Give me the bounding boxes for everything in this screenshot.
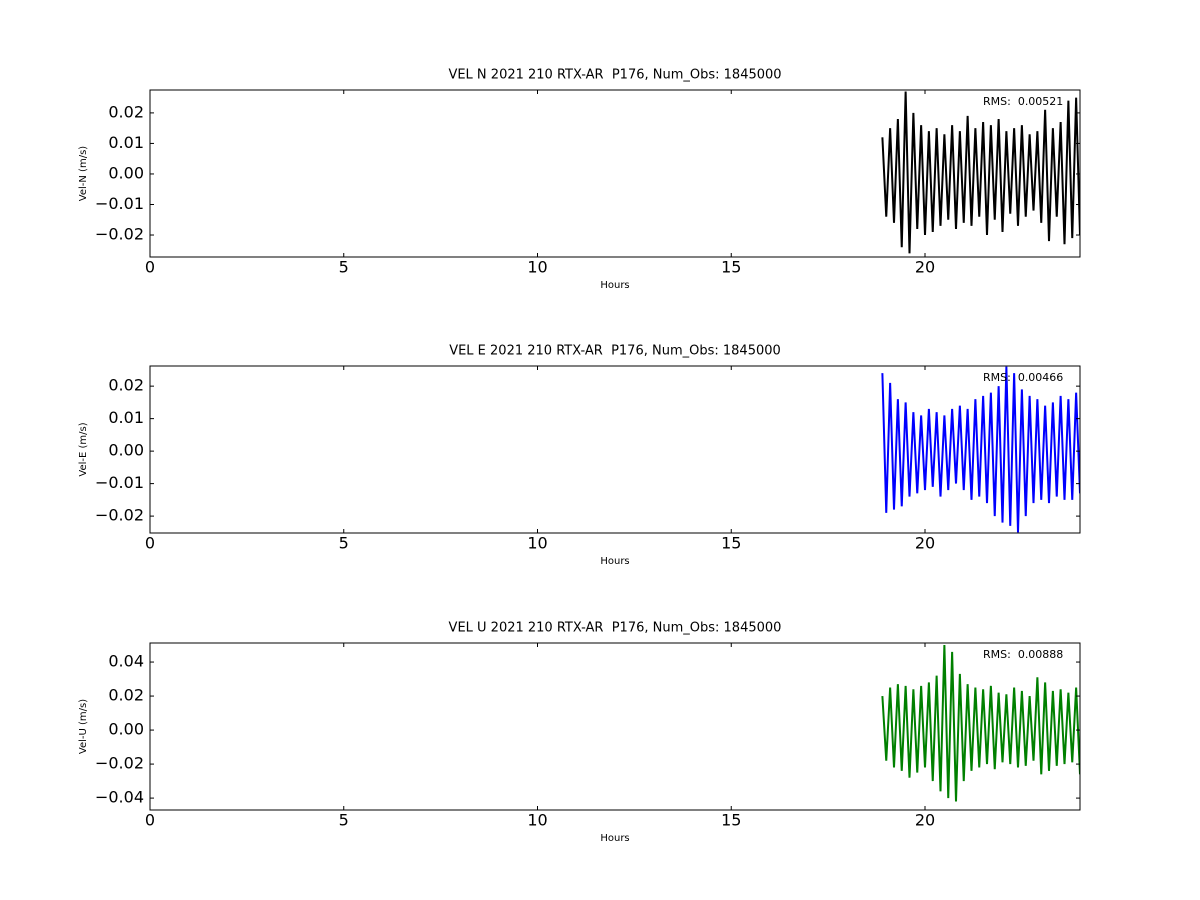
- x-tick-label: 10: [527, 258, 547, 277]
- y-tick-label: 0.01: [108, 408, 144, 427]
- x-tick-label: 0: [145, 811, 155, 830]
- subplot-title: VEL N 2021 210 RTX-AR P176, Num_Obs: 184…: [448, 68, 781, 83]
- x-tick-label: 15: [721, 534, 741, 553]
- subplot-title: VEL E 2021 210 RTX-AR P176, Num_Obs: 184…: [449, 344, 781, 359]
- x-tick-label: 20: [915, 811, 935, 830]
- y-tick-label: 0.01: [108, 133, 144, 152]
- y-tick-label: −0.02: [95, 225, 144, 244]
- x-tick-label: 10: [527, 811, 547, 830]
- y-tick-label: 0.04: [108, 652, 144, 671]
- y-tick-label: 0.02: [108, 376, 144, 395]
- x-tick-label: 20: [915, 534, 935, 553]
- subplot: 0 5 10 15 20 −0.02 −0.01 0.00 0.01 0.02 VEL E 2021…: [78, 344, 1081, 567]
- x-tick-label: 20: [915, 258, 935, 277]
- x-axis-label: Hours: [600, 833, 629, 844]
- y-tick-label: −0.02: [95, 506, 144, 525]
- x-tick-label: 5: [339, 811, 349, 830]
- axes-frame: [149, 89, 1081, 258]
- y-tick-label: −0.01: [95, 473, 144, 492]
- y-axis-label: Vel-E (m/s): [78, 422, 89, 476]
- x-axis-label: Hours: [600, 280, 629, 291]
- data-line: [881, 91, 1080, 254]
- x-tick-label: 5: [339, 534, 349, 553]
- y-axis-label: Vel-N (m/s): [78, 146, 89, 201]
- x-tick-label: 0: [145, 534, 155, 553]
- x-axis-label: Hours: [600, 556, 629, 567]
- y-tick-label: 0.00: [108, 163, 144, 182]
- data-line: [881, 645, 1080, 802]
- y-axis-label: Vel-U (m/s): [78, 699, 89, 754]
- x-tick-label: 15: [721, 811, 741, 830]
- y-tick-label: −0.01: [95, 194, 144, 213]
- subplot-title: VEL U 2021 210 RTX-AR P176, Num_Obs: 184…: [449, 621, 782, 636]
- rms-annotation: RMS: 0.00888: [983, 648, 1063, 661]
- axes-frame: [149, 365, 1081, 534]
- y-tick-label: −0.02: [95, 754, 144, 773]
- rms-annotation: RMS: 0.00521: [983, 95, 1063, 108]
- y-tick-label: −0.04: [95, 788, 144, 807]
- data-line: [881, 366, 1080, 533]
- axes-frame: [149, 642, 1081, 811]
- y-tick-label: 0.02: [108, 102, 144, 121]
- x-tick-label: 0: [145, 258, 155, 277]
- y-tick-label: 0.00: [108, 441, 144, 460]
- subplot: 0 5 10 15 20 −0.04 −0.02 0.00 0.02 0.04 VEL U 2021…: [78, 621, 1081, 844]
- y-tick-label: 0.02: [108, 686, 144, 705]
- x-tick-label: 5: [339, 258, 349, 277]
- x-tick-label: 15: [721, 258, 741, 277]
- subplot: 0 5 10 15 20 −0.02 −0.01 0.00 0.01 0.02 VEL N 2021…: [78, 68, 1081, 291]
- y-tick-label: 0.00: [108, 720, 144, 739]
- x-tick-label: 10: [527, 534, 547, 553]
- rms-annotation: RMS: 0.00466: [983, 371, 1063, 384]
